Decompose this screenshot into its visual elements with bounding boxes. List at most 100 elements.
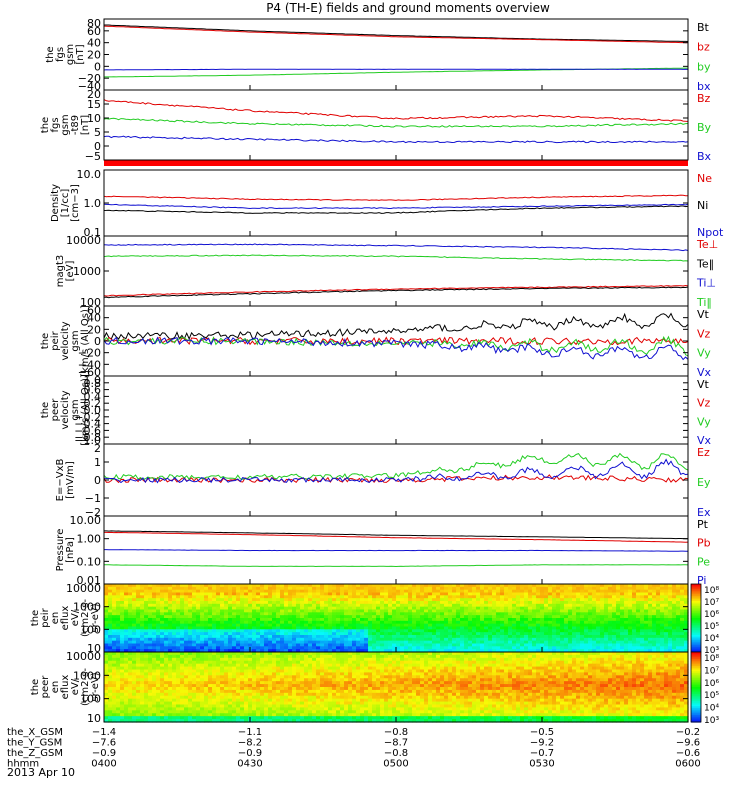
spectrogram-cell — [684, 601, 689, 605]
spectrogram-cell — [680, 601, 685, 605]
spectrogram-cell — [248, 609, 253, 613]
spectrogram-cell — [212, 609, 217, 613]
spectrogram-cell — [464, 601, 469, 605]
spectrogram-cell — [364, 637, 369, 642]
spectrogram-cell — [476, 601, 481, 605]
spectrogram-cell — [184, 618, 189, 622]
spectrogram-cell — [408, 635, 413, 639]
spectrogram-cell — [300, 629, 305, 633]
spectrogram-cell — [192, 592, 197, 596]
spectrogram-cell — [520, 620, 525, 625]
spectrogram-cell — [576, 592, 581, 596]
spectrogram-cell — [244, 632, 249, 636]
spectrogram-cell — [468, 643, 473, 647]
spectrogram-cell — [180, 612, 185, 616]
spectrogram-cell — [476, 584, 481, 588]
spectrogram-cell — [332, 595, 337, 599]
spectrogram-cell — [652, 603, 657, 608]
spectrogram-cell — [208, 637, 213, 642]
spectrogram-cell — [160, 637, 165, 642]
spectrogram-cell — [592, 598, 597, 602]
spectrogram-cell — [484, 595, 489, 599]
spectrogram-cell — [196, 623, 201, 628]
spectrogram-cell — [596, 637, 601, 642]
panel-frame — [103, 169, 689, 237]
spectrogram-cell — [236, 606, 241, 611]
spectrogram-cell — [148, 612, 153, 616]
spectrogram-cell — [368, 601, 373, 605]
spectrogram-cell — [444, 595, 449, 599]
spectrogram-cell — [684, 603, 689, 608]
spectrogram-cell — [136, 640, 141, 645]
spectrogram-cell — [332, 589, 337, 594]
spectrogram-cell — [132, 601, 137, 605]
spectrogram-cell — [196, 609, 201, 613]
spectrogram-cell — [292, 612, 297, 616]
spectrogram-cell — [212, 592, 217, 596]
spectrogram-cell — [364, 640, 369, 645]
spectrogram-cell — [452, 615, 457, 619]
spectrogram-cell — [256, 586, 261, 591]
spectrogram-cell — [588, 606, 593, 611]
spectrogram-cell — [568, 620, 573, 625]
spectrogram-cell — [592, 595, 597, 599]
spectrogram-cell — [572, 637, 577, 642]
spectrogram-cell — [180, 595, 185, 599]
spectrogram-cell — [408, 618, 413, 622]
legend-label: Pt — [697, 518, 709, 531]
spectrogram-cell — [500, 618, 505, 622]
spectrogram-cell — [156, 606, 161, 611]
spectrogram-cell — [512, 612, 517, 616]
spectrogram-cell — [248, 586, 253, 591]
spectrogram-cell — [632, 623, 637, 628]
spectrogram-cell — [228, 637, 233, 642]
spectrogram-cell — [308, 620, 313, 625]
spectrogram-cell — [328, 632, 333, 636]
spectrogram-cell — [284, 620, 289, 625]
spectrogram-cell — [176, 595, 181, 599]
spectrogram-cell — [292, 592, 297, 596]
spectrogram-cell — [676, 637, 681, 642]
spectrogram-cell — [396, 618, 401, 622]
spectrogram-cell — [380, 595, 385, 599]
spectrogram-cell — [552, 589, 557, 594]
spectrogram-cell — [576, 609, 581, 613]
spectrogram-cell — [660, 589, 665, 594]
spectrogram-cell — [672, 606, 677, 611]
spectrogram-cell — [528, 589, 533, 594]
spectrogram-cell — [432, 635, 437, 639]
spectrogram-cell — [412, 595, 417, 599]
spectrogram-cell — [328, 637, 333, 642]
spectrogram-cell — [400, 640, 405, 645]
spectrogram-cell — [288, 601, 293, 605]
spectrogram-cell — [476, 643, 481, 647]
spectrogram-cell — [472, 598, 477, 602]
spectrogram-cell — [552, 626, 557, 630]
spectrogram-cell — [636, 637, 641, 642]
spectrogram-cell — [120, 623, 125, 628]
spectrogram-cell — [256, 606, 261, 611]
spectrogram-cell — [580, 589, 585, 594]
spectrogram-cell — [260, 584, 265, 588]
spectrogram-cell — [140, 601, 145, 605]
spectrogram-cell — [484, 637, 489, 642]
spectrogram-cell — [116, 629, 121, 633]
spectrogram-cell — [536, 592, 541, 596]
spectrogram-cell — [288, 606, 293, 611]
spectrogram-cell — [336, 601, 341, 605]
spectrogram-cell — [668, 632, 673, 636]
spectrogram-cell — [508, 586, 513, 591]
spectrogram-cell — [248, 584, 253, 588]
spectrogram-cell — [556, 598, 561, 602]
spectrogram-cell — [212, 620, 217, 625]
spectrogram-cell — [228, 623, 233, 628]
spectrogram-cell — [436, 612, 441, 616]
series-Bt — [104, 24, 689, 42]
spectrogram-cell — [444, 586, 449, 591]
spectrogram-cell — [176, 598, 181, 602]
y-axis-label: the peir en eflux eV/(cm2-s-sr-eV) — [30, 599, 101, 637]
spectrogram-cell — [412, 589, 417, 594]
spectrogram-cell — [380, 584, 385, 588]
spectrogram-cell — [528, 623, 533, 628]
spectrogram-cell — [504, 626, 509, 630]
